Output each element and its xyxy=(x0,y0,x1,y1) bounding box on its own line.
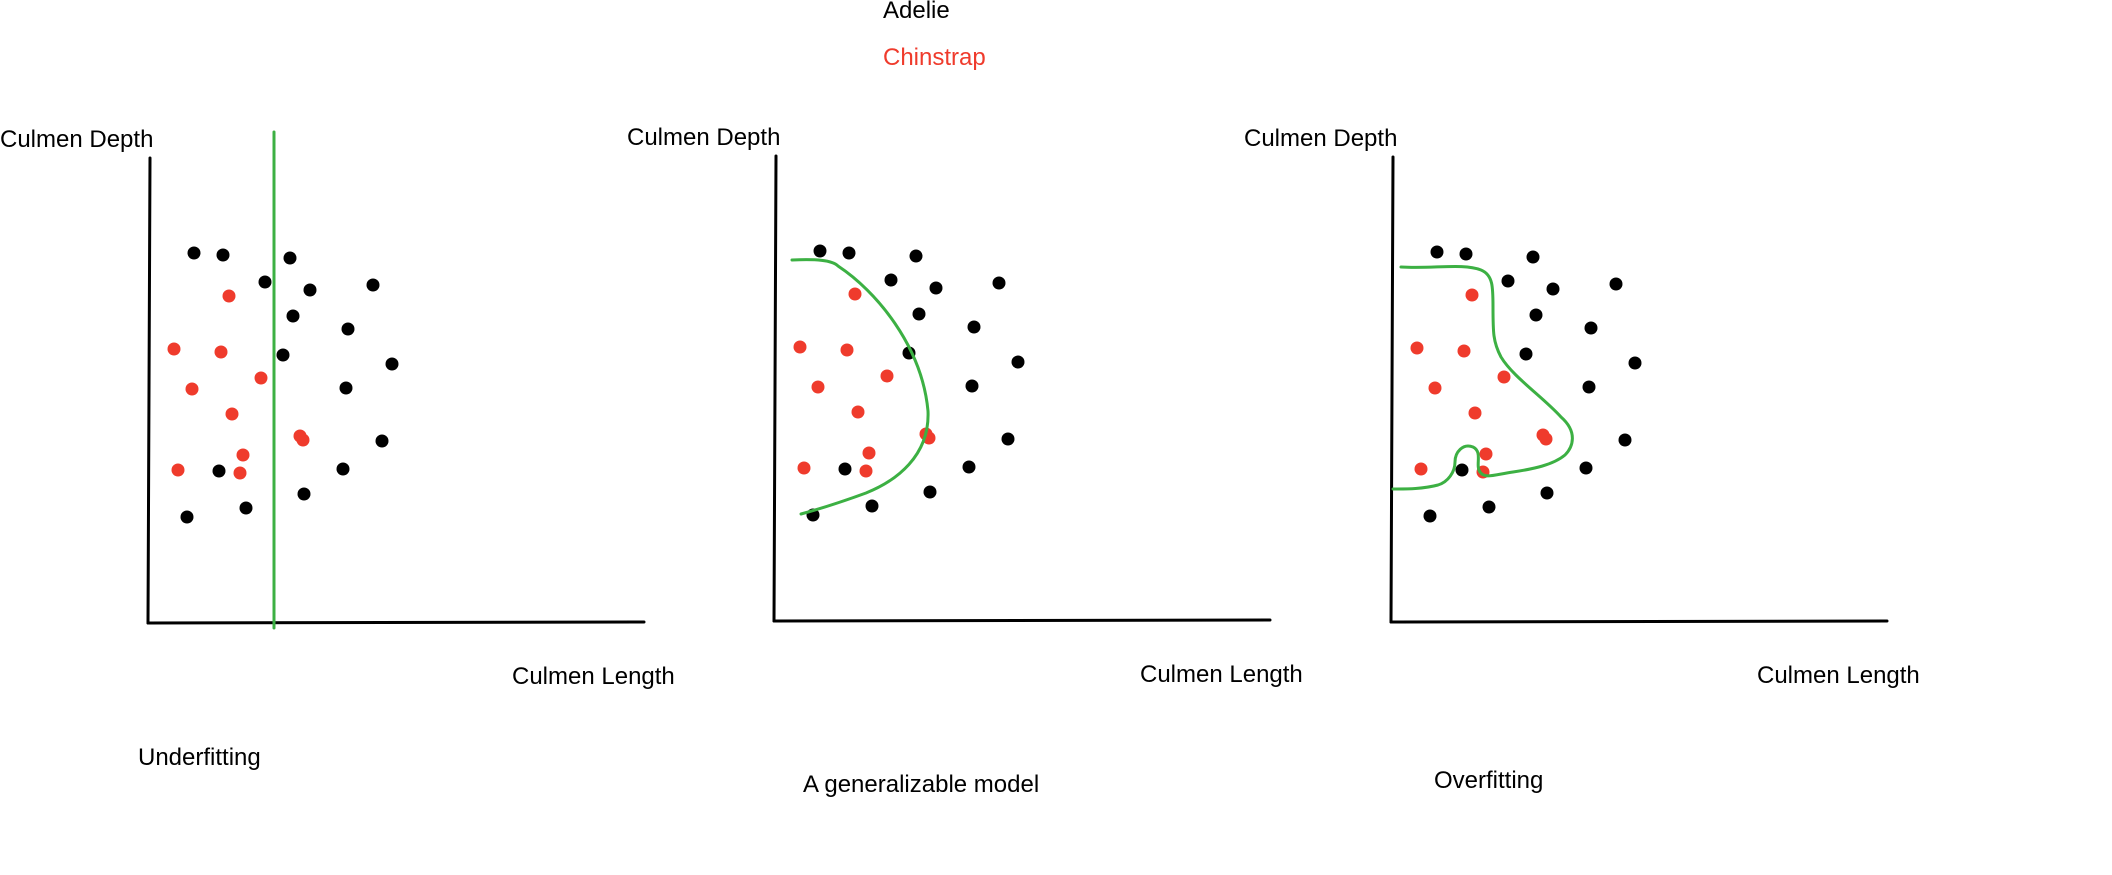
underfitting-adelie-point xyxy=(297,487,311,501)
overfitting-adelie-point xyxy=(1582,380,1596,394)
underfitting-y-axis-label: Culmen Depth xyxy=(0,126,154,153)
overfitting-adelie-point xyxy=(1526,250,1540,264)
overfitting-chinstrap-point xyxy=(1457,344,1471,358)
overfitting-adelie-point xyxy=(1584,321,1598,335)
generalizable-chinstrap-point xyxy=(840,343,854,357)
overfitting-adelie-point xyxy=(1501,274,1515,288)
generalizable-adelie-point xyxy=(965,379,979,393)
underfitting-chinstrap-point xyxy=(222,289,236,303)
generalizable-chinstrap-point xyxy=(793,340,807,354)
generalizable-adelie-point xyxy=(967,320,981,334)
generalizable-adelie-point xyxy=(929,281,943,295)
generalizable-adelie-point xyxy=(912,307,926,321)
underfitting-caption: Underfitting xyxy=(138,744,261,771)
legend-chinstrap-label: Chinstrap xyxy=(883,44,986,71)
underfitting-adelie-point xyxy=(339,381,353,395)
underfitting-adelie-point xyxy=(303,283,317,297)
generalizable-adelie-point xyxy=(992,276,1006,290)
generalizable-chinstrap-point xyxy=(859,464,873,478)
underfitting-adelie-point xyxy=(375,434,389,448)
underfitting-adelie-point xyxy=(341,322,355,336)
overfitting-adelie-point xyxy=(1609,277,1623,291)
generalizable-adelie-point xyxy=(865,499,879,513)
overfitting-chinstrap-point xyxy=(1468,406,1482,420)
generalizable-decision-boundary xyxy=(790,258,930,516)
underfitting-adelie-point xyxy=(212,464,226,478)
underfitting-chinstrap-point xyxy=(296,433,310,447)
overfitting-chinstrap-point xyxy=(1410,341,1424,355)
underfitting-adelie-point xyxy=(258,275,272,289)
overfitting-adelie-point xyxy=(1519,347,1533,361)
underfitting-adelie-point xyxy=(385,357,399,371)
underfitting-adelie-point xyxy=(276,348,290,362)
generalizable-chinstrap-point xyxy=(811,380,825,394)
underfitting-adelie-point xyxy=(336,462,350,476)
overfitting-y-axis-line xyxy=(1389,155,1395,624)
underfitting-chinstrap-point xyxy=(233,466,247,480)
generalizable-caption: A generalizable model xyxy=(803,771,1040,798)
overfitting-adelie-point xyxy=(1423,509,1437,523)
generalizable-adelie-point xyxy=(842,246,856,260)
generalizable-adelie-point xyxy=(962,460,976,474)
overfitting-chinstrap-point xyxy=(1479,447,1493,461)
overfitting-adelie-point xyxy=(1546,282,1560,296)
overfitting-adelie-point xyxy=(1529,308,1543,322)
underfitting-y-axis-line xyxy=(146,156,152,625)
underfitting-chinstrap-point xyxy=(185,382,199,396)
overfitting-caption: Overfitting xyxy=(1434,767,1544,794)
underfitting-adelie-point xyxy=(239,501,253,515)
underfitting-adelie-point xyxy=(187,246,201,260)
generalizable-x-axis-label: Culmen Length xyxy=(1140,661,1303,688)
generalizable-chinstrap-point xyxy=(797,461,811,475)
overfitting-x-axis-label: Culmen Length xyxy=(1757,662,1920,689)
generalizable-adelie-point xyxy=(1011,355,1025,369)
generalizable-chinstrap-point xyxy=(862,446,876,460)
underfitting-adelie-point xyxy=(286,309,300,323)
underfitting-adelie-point xyxy=(180,510,194,524)
generalizable-y-axis-line xyxy=(772,154,778,623)
overfitting-chinstrap-point xyxy=(1428,381,1442,395)
underfitting-chinstrap-point xyxy=(254,371,268,385)
underfitting-adelie-point xyxy=(366,278,380,292)
generalizable-adelie-point xyxy=(838,462,852,476)
underfitting-chinstrap-point xyxy=(171,463,185,477)
underfitting-chinstrap-point xyxy=(236,448,250,462)
overfitting-adelie-point xyxy=(1459,247,1473,261)
legend-adelie-label: Adelie xyxy=(883,0,950,24)
underfitting-chinstrap-point xyxy=(167,342,181,356)
generalizable-chinstrap-point xyxy=(848,287,862,301)
overfitting-decision-boundary xyxy=(1391,264,1574,491)
overfitting-adelie-point xyxy=(1579,461,1593,475)
generalizable-adelie-point xyxy=(884,273,898,287)
overfitting-chinstrap-point xyxy=(1465,288,1479,302)
overfitting-chinstrap-point xyxy=(1539,432,1553,446)
overfitting-adelie-point xyxy=(1618,433,1632,447)
generalizable-adelie-point xyxy=(1001,432,1015,446)
generalizable-x-axis-line xyxy=(772,618,1272,623)
overfitting-chinstrap-point xyxy=(1497,370,1511,384)
generalizable-y-axis-label: Culmen Depth xyxy=(627,124,781,151)
overfitting-x-axis-line xyxy=(1389,619,1889,624)
overfitting-adelie-point xyxy=(1430,245,1444,259)
overfitting-chinstrap-point xyxy=(1414,462,1428,476)
generalizable-chinstrap-point xyxy=(880,369,894,383)
generalizable-adelie-point xyxy=(813,244,827,258)
overfitting-adelie-point xyxy=(1455,463,1469,477)
overfitting-adelie-point xyxy=(1540,486,1554,500)
underfitting-x-axis-label: Culmen Length xyxy=(512,663,675,690)
generalizable-adelie-point xyxy=(923,485,937,499)
underfitting-adelie-point xyxy=(283,251,297,265)
underfitting-x-axis-line xyxy=(146,620,646,625)
underfitting-chinstrap-point xyxy=(225,407,239,421)
overfitting-adelie-point xyxy=(1482,500,1496,514)
underfitting-adelie-point xyxy=(216,248,230,262)
overfitting-y-axis-label: Culmen Depth xyxy=(1244,125,1398,152)
generalizable-chinstrap-point xyxy=(851,405,865,419)
overfitting-adelie-point xyxy=(1628,356,1642,370)
generalizable-adelie-point xyxy=(909,249,923,263)
underfitting-chinstrap-point xyxy=(214,345,228,359)
